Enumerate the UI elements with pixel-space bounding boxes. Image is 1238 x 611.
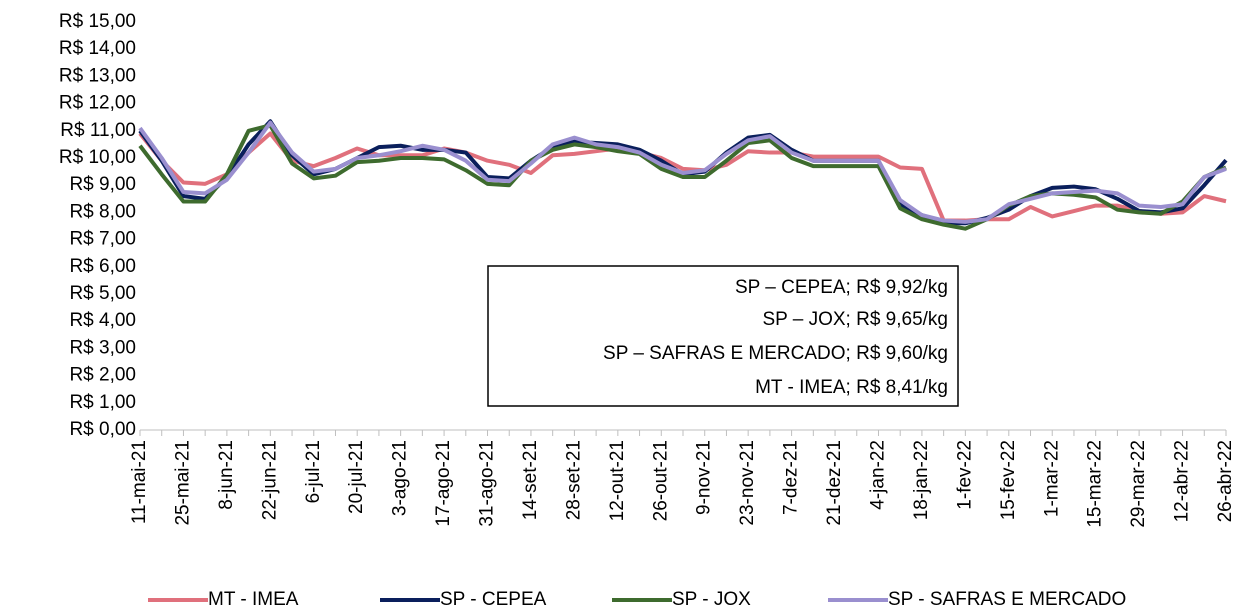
annotation-text: SP – CEPEA; R$ 9,92/kg	[735, 277, 948, 298]
x-tick-label: 20-jul-21	[346, 440, 367, 514]
x-tick-label: 8-jun-21	[216, 440, 237, 510]
y-tick-label: R$ 1,00	[69, 392, 136, 413]
y-tick-label: R$ 2,00	[69, 365, 136, 386]
y-tick-label: R$ 5,00	[69, 283, 136, 304]
x-tick-label: 3-ago-21	[390, 440, 411, 516]
y-tick-label: R$ 14,00	[59, 38, 136, 59]
x-tick-label: 21-dez-21	[824, 440, 845, 526]
x-tick-label: 17-ago-21	[433, 440, 454, 527]
x-tick-label: 22-jun-21	[259, 440, 280, 520]
x-tick-label: 11-mai-21	[129, 440, 150, 524]
x-tick-label: 12-out-21	[607, 440, 628, 521]
x-tick-label: 1-mar-22	[1041, 440, 1062, 517]
annotation-text: SP – SAFRAS E MERCADO; R$ 9,60/kg	[603, 343, 948, 364]
y-tick-label: R$ 6,00	[69, 256, 136, 277]
x-tick-label: 12-abr-22	[1172, 440, 1193, 522]
x-tick-label: 26-out-21	[650, 440, 671, 521]
x-tick-label: 1-fev-22	[954, 440, 975, 510]
x-tick-label: 31-ago-21	[477, 440, 498, 527]
legend-label: SP - CEPEA	[440, 589, 547, 610]
y-tick-label: R$ 3,00	[69, 337, 136, 358]
y-tick-label: R$ 7,00	[69, 229, 136, 250]
y-tick-label: R$ 11,00	[60, 120, 136, 141]
x-tick-label: 15-fev-22	[998, 440, 1019, 520]
y-tick-label: R$ 13,00	[59, 65, 136, 86]
legend-label: SP - JOX	[672, 589, 751, 610]
x-tick-label: 29-mar-22	[1128, 440, 1149, 528]
x-tick-label: 6-jul-21	[303, 440, 324, 503]
y-tick-label: R$ 8,00	[69, 201, 136, 222]
legend-label: SP - SAFRAS E MERCADO	[888, 589, 1126, 610]
annotation-text: MT - IMEA; R$ 8,41/kg	[755, 377, 948, 398]
annotation-box	[487, 265, 959, 407]
annotation-text: SP – JOX; R$ 9,65/kg	[762, 309, 948, 330]
y-tick-label: R$ 15,00	[59, 11, 136, 32]
y-tick-label: R$ 4,00	[69, 310, 136, 331]
x-tick-label: 18-jan-22	[911, 440, 932, 520]
legend-label: MT - IMEA	[208, 589, 299, 610]
x-tick-label: 15-mar-22	[1085, 440, 1106, 528]
x-tick-label: 4-jan-22	[867, 440, 888, 510]
x-tick-label: 28-set-21	[563, 440, 584, 520]
x-tick-label: 23-nov-21	[737, 440, 758, 526]
x-tick-label: 26-abr-22	[1215, 440, 1236, 522]
y-tick-label: R$ 9,00	[69, 174, 136, 195]
y-tick-label: R$ 0,00	[69, 419, 136, 440]
series-line	[138, 120, 1227, 224]
x-tick-label: 25-mai-21	[172, 440, 193, 526]
y-tick-label: R$ 12,00	[59, 93, 136, 114]
y-tick-label: R$ 10,00	[59, 147, 136, 168]
series-line	[138, 131, 1227, 223]
x-tick-label: 7-dez-21	[781, 440, 802, 515]
x-tick-label: 14-set-21	[520, 440, 541, 520]
x-tick-label: 9-nov-21	[694, 440, 715, 515]
